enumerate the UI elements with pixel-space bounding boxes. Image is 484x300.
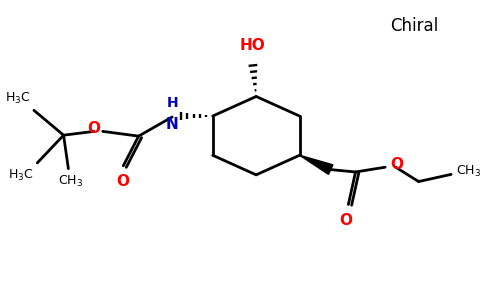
Text: Chiral: Chiral bbox=[390, 17, 438, 35]
Text: H: H bbox=[166, 96, 178, 110]
Text: O: O bbox=[88, 121, 100, 136]
Text: H$_3$C: H$_3$C bbox=[8, 168, 33, 183]
Text: O: O bbox=[116, 174, 129, 189]
Text: N: N bbox=[166, 117, 179, 132]
Text: O: O bbox=[339, 213, 352, 228]
Text: H$_3$C: H$_3$C bbox=[4, 91, 30, 106]
Text: HO: HO bbox=[240, 38, 265, 53]
Text: CH$_3$: CH$_3$ bbox=[456, 164, 481, 179]
Text: CH$_3$: CH$_3$ bbox=[58, 174, 83, 190]
Polygon shape bbox=[300, 155, 333, 174]
Text: O: O bbox=[390, 157, 403, 172]
